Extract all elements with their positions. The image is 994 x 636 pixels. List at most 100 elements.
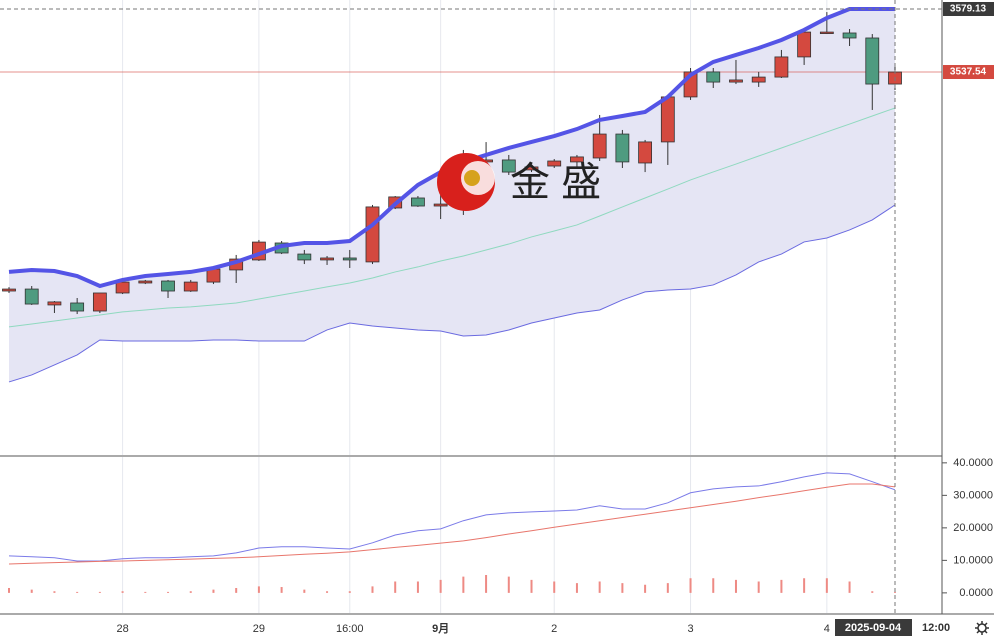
candle-body	[751, 76, 766, 83]
histogram-bar	[53, 591, 56, 593]
x-tick-label: 16:00	[336, 623, 364, 635]
candle-body	[433, 203, 448, 207]
histogram-bar	[257, 586, 260, 593]
histogram-bar	[371, 586, 374, 593]
indicator-line	[8, 483, 896, 565]
background-layer	[0, 0, 942, 613]
y-tick-label: 40.0000	[953, 457, 993, 469]
histogram-bar	[598, 581, 601, 593]
candle-body	[774, 56, 789, 78]
candle-body	[638, 141, 653, 164]
histogram-bar	[553, 581, 556, 593]
candle-body	[547, 160, 562, 167]
price-label-box	[943, 2, 994, 16]
y-tick-label: 30.0000	[953, 489, 993, 501]
candle-body	[365, 206, 380, 263]
lower-band	[8, 204, 896, 383]
histogram-bar	[280, 587, 283, 593]
histogram-bar	[235, 587, 238, 593]
candle-body	[2, 288, 16, 292]
indicator-line	[8, 472, 896, 562]
candle-body	[206, 268, 221, 283]
candle-body	[70, 302, 85, 312]
histogram-bar	[621, 583, 624, 593]
settings-ring[interactable]	[977, 623, 987, 633]
candle-body	[411, 197, 425, 207]
candle-body	[524, 166, 539, 171]
x-tick-label: 29	[253, 623, 265, 635]
candle-body	[501, 159, 516, 173]
histogram-bar	[666, 583, 669, 593]
candle-body	[24, 288, 39, 305]
candle-body	[660, 96, 675, 143]
logo-dot	[464, 170, 480, 186]
candle-body	[865, 37, 880, 85]
histogram-bar	[30, 589, 33, 593]
histogram-bar	[575, 583, 578, 593]
histogram-bar	[712, 578, 715, 593]
y-tick-label: 0.0000	[959, 587, 993, 599]
x-tick-label: 28	[116, 623, 128, 635]
histogram-bar	[803, 578, 806, 593]
histogram-bar	[734, 579, 737, 593]
candle-body	[706, 71, 721, 83]
candle-body	[615, 133, 630, 163]
histogram-bar	[98, 591, 101, 593]
candle-body	[183, 281, 198, 292]
candle-body	[797, 31, 812, 58]
x-tick-label: 2	[551, 623, 557, 635]
histogram-bar	[689, 578, 692, 593]
candle-body	[92, 292, 107, 312]
x-tick-label: 9月	[432, 622, 449, 635]
histogram-bar	[485, 574, 488, 593]
candle-body	[592, 133, 607, 159]
histogram-bar	[871, 591, 874, 593]
histogram-bar	[530, 579, 533, 593]
histogram-bar	[212, 589, 215, 593]
histogram-bar	[76, 591, 79, 593]
histogram-bar	[303, 589, 306, 593]
candle-body	[570, 156, 584, 163]
crosshair-price-label: 3579.13	[950, 4, 987, 15]
crosshair-time-box	[835, 619, 912, 636]
histogram-bar	[439, 579, 442, 593]
x-tick-label: 4	[824, 623, 830, 635]
candle-body	[842, 32, 857, 39]
histogram-bar	[462, 576, 465, 593]
candle-body	[320, 257, 334, 261]
candle-body	[138, 280, 153, 284]
candle-body	[115, 281, 130, 294]
histogram-bar	[416, 581, 419, 593]
histogram-bar	[144, 591, 147, 593]
histogram-bar	[348, 591, 351, 593]
candle-body	[819, 31, 834, 34]
histogram-bar	[507, 576, 510, 593]
histogram-bar	[121, 591, 124, 593]
histogram-bar	[780, 579, 783, 593]
histogram-bar	[757, 581, 760, 593]
candle-body	[297, 253, 312, 261]
histogram-bar	[8, 587, 10, 593]
last-price-box	[943, 65, 994, 80]
candle-body	[729, 79, 743, 83]
settings-spokes[interactable]	[975, 621, 989, 635]
candle-body	[47, 301, 62, 306]
candle-body	[161, 280, 175, 292]
x-tick-label: 3	[687, 623, 693, 635]
settings-icon[interactable]	[975, 621, 989, 635]
y-tick-label: 10.0000	[953, 554, 993, 566]
histogram-bar	[167, 591, 170, 593]
crosshair-hour: 12:00	[922, 622, 950, 634]
histogram-bar	[326, 591, 329, 593]
y-tick-label: 20.0000	[953, 522, 993, 534]
watermark: 金 盛	[510, 161, 601, 205]
middle-band	[8, 107, 896, 328]
histogram-bar	[394, 581, 397, 593]
histogram-bar	[644, 584, 647, 593]
candle-body	[342, 257, 357, 261]
histogram-bar	[848, 581, 851, 593]
histogram-bar	[894, 591, 896, 593]
crosshair-date: 2025-09-04	[845, 622, 902, 634]
